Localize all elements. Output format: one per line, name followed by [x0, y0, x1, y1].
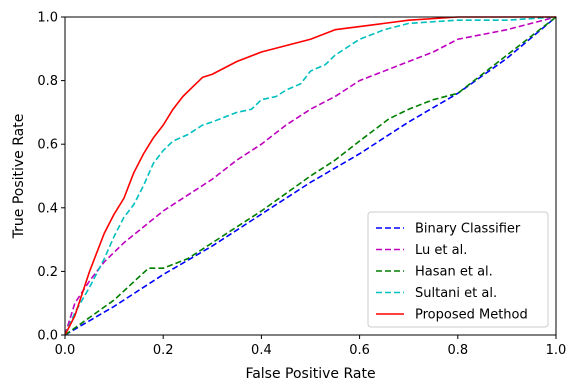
legend-entry: Binary Classifier — [415, 222, 521, 237]
legend-entry: Lu et al. — [415, 243, 467, 258]
legend-entry: Hasan et al. — [415, 265, 493, 280]
legend-entry: Proposed Method — [415, 308, 528, 323]
y-tick-label: 0.6 — [37, 138, 58, 153]
x-tick-label: 0.4 — [251, 343, 272, 358]
y-tick-label: 0.2 — [37, 265, 58, 280]
y-tick-label: 0.0 — [37, 329, 58, 344]
y-tick-label: 1.0 — [37, 11, 58, 26]
x-tick-label: 1.0 — [546, 343, 567, 358]
series-line-hasan-et-al — [64, 16, 557, 336]
x-tick-label: 0.0 — [55, 343, 76, 358]
legend-box — [367, 211, 549, 328]
plot-frame — [64, 16, 557, 336]
x-axis-ticks: 0.0 0.2 0.4 0.6 0.8 1.0 — [55, 335, 567, 358]
x-tick-label: 0.6 — [349, 343, 370, 358]
y-tick-label: 0.8 — [37, 74, 58, 89]
series-line-binary-classifier — [64, 16, 557, 336]
legend-entry: Sultani et al. — [415, 286, 497, 301]
series-line-lu-et-al — [64, 16, 557, 336]
x-tick-label: 0.8 — [447, 343, 468, 358]
series-line-sultani-et-al — [64, 16, 557, 336]
legend: Binary Classifier Lu et al. Hasan et al. Su… — [367, 211, 549, 328]
series-layer — [64, 16, 557, 336]
y-tick-label: 0.4 — [37, 201, 58, 216]
series-line-proposed-method — [64, 16, 556, 336]
y-axis-ticks: 0.0 0.2 0.4 0.6 0.8 1.0 — [37, 11, 65, 344]
x-axis-label: False Positive Rate — [245, 366, 375, 379]
x-tick-label: 0.2 — [153, 343, 174, 358]
y-axis-label: True Positive Rate — [11, 114, 27, 240]
